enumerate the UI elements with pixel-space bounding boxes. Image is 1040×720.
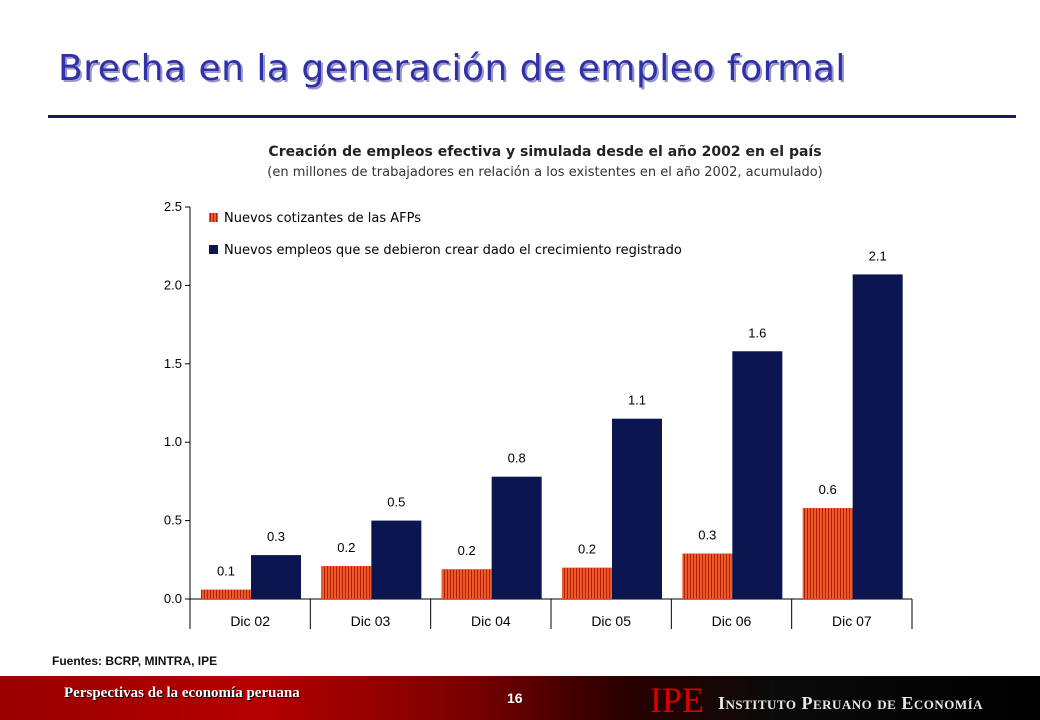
- slide-title: Brecha en la generación de empleo formal: [58, 48, 846, 89]
- footer-left-text: Perspectivas de la economía peruana: [64, 685, 300, 701]
- y-tick-label: 0.5: [164, 513, 182, 528]
- source-note: Fuentes: BCRP, MINTRA, IPE: [52, 654, 218, 668]
- y-tick-label: 2.0: [164, 277, 182, 292]
- data-label: 0.2: [458, 543, 476, 558]
- bar-empleos-necesarios: [732, 351, 783, 599]
- y-tick-label: 1.0: [164, 434, 182, 449]
- bar-afp-cotizantes: [321, 566, 372, 599]
- x-tick-label: Dic 07: [832, 613, 872, 629]
- legend-label: Nuevos empleos que se debieron crear dad…: [224, 243, 682, 258]
- data-label: 0.8: [508, 451, 526, 466]
- legend-label: Nuevos cotizantes de las AFPs: [224, 211, 421, 226]
- data-label: 1.1: [628, 393, 646, 408]
- x-tick-label: Dic 05: [591, 613, 631, 629]
- x-tick-label: Dic 02: [230, 613, 270, 629]
- page-number: 16: [507, 690, 523, 706]
- bar-empleos-necesarios: [251, 555, 301, 599]
- bar-afp-cotizantes: [562, 567, 612, 599]
- bar-afp-cotizantes: [682, 553, 733, 599]
- data-label: 0.2: [337, 540, 355, 555]
- x-tick-label: Dic 03: [351, 613, 391, 629]
- data-label: 1.6: [748, 325, 766, 340]
- data-label: 0.3: [698, 528, 716, 543]
- y-tick-label: 0.0: [164, 591, 182, 606]
- data-label: 0.6: [819, 482, 837, 497]
- legend-swatch-empleos: [209, 245, 218, 254]
- data-label: 0.1: [217, 564, 235, 579]
- bar-empleos-necesarios: [491, 476, 542, 599]
- data-label: 0.5: [387, 495, 405, 510]
- x-tick-label: Dic 06: [712, 613, 752, 629]
- bar-empleos-necesarios: [852, 274, 903, 599]
- footer-bar: Perspectivas de la economía peruana 16 I…: [0, 676, 1040, 720]
- x-tick-label: Dic 04: [471, 613, 511, 629]
- data-label: 0.2: [578, 542, 596, 557]
- title-divider: [48, 115, 1016, 118]
- legend-swatch-afp: [209, 213, 218, 222]
- y-tick-label: 1.5: [164, 356, 182, 371]
- bar-afp-cotizantes: [441, 569, 492, 599]
- chart-subtitle: (en millones de trabajadores en relación…: [267, 165, 823, 180]
- bar-empleos-necesarios: [612, 418, 662, 599]
- y-tick-label: 2.5: [164, 199, 182, 214]
- data-label: 2.1: [869, 248, 887, 263]
- bar-chart: 0.0 0.5 1.0 1.5 2.0 2.5 Dic 02 Dic 03 Dic 04 Dic …: [164, 199, 913, 629]
- data-label: 0.3: [267, 529, 285, 544]
- chart-title: Creación de empleos efectiva y simulada …: [268, 144, 822, 160]
- bar-empleos-necesarios: [371, 520, 422, 599]
- bar-afp-cotizantes: [201, 589, 251, 599]
- org-name: Instituto Peruano de Economía: [718, 693, 984, 713]
- bar-afp-cotizantes: [802, 508, 853, 599]
- ipe-logo: IPE: [650, 680, 704, 720]
